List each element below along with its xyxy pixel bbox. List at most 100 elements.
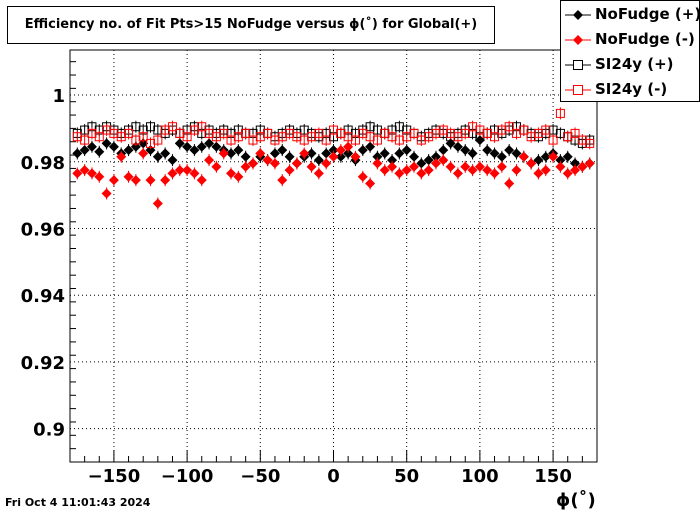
data-point — [204, 155, 215, 166]
data-point — [496, 151, 507, 162]
data-point — [182, 132, 192, 142]
data-point — [511, 165, 522, 176]
data-point — [562, 151, 573, 162]
plot-frame — [69, 49, 598, 463]
data-point — [175, 128, 185, 138]
data-point — [548, 151, 559, 162]
chart-title-box: Efficiency no. of Fit Pts>15 NoFudge ver… — [7, 6, 495, 44]
data-point — [336, 128, 346, 138]
data-point — [533, 155, 544, 166]
data-point — [482, 145, 493, 156]
data-point — [80, 135, 90, 145]
data-point — [562, 168, 573, 179]
data-point — [211, 132, 221, 142]
data-point — [262, 155, 273, 166]
data-point — [526, 132, 536, 142]
data-point — [533, 168, 544, 179]
legend-marker-filled-diamond-red — [565, 35, 591, 45]
data-point — [474, 161, 485, 172]
legend-label: SI24y (+) — [595, 55, 674, 73]
legend-item: NoFudge (+) — [561, 3, 700, 27]
data-point — [277, 132, 287, 142]
data-point — [189, 125, 199, 135]
x-tick-label: −50 — [240, 466, 280, 487]
data-point — [226, 148, 237, 159]
data-point — [306, 148, 317, 159]
data-point — [116, 151, 127, 162]
data-point — [240, 161, 251, 172]
data-point — [577, 135, 587, 145]
data-point — [335, 145, 346, 156]
data-point — [438, 155, 449, 166]
data-point — [196, 141, 207, 152]
data-point — [196, 175, 207, 186]
data-point — [79, 165, 90, 176]
data-point — [255, 132, 265, 142]
data-point — [394, 148, 405, 159]
data-point — [380, 128, 390, 138]
data-point — [482, 165, 493, 176]
data-point — [563, 132, 573, 142]
data-point — [80, 125, 90, 135]
y-tick-label: 0.9 — [33, 420, 65, 441]
data-point — [174, 165, 185, 176]
data-point — [72, 168, 83, 179]
data-point — [138, 132, 148, 142]
data-point — [174, 138, 185, 149]
data-point — [269, 158, 280, 169]
timestamp: Fri Oct 4 11:01:43 2024 — [5, 496, 151, 509]
data-point — [255, 148, 266, 159]
x-tick-label: −150 — [88, 466, 141, 487]
data-point — [387, 132, 397, 142]
data-point — [577, 161, 588, 172]
data-point — [145, 175, 156, 186]
data-point — [87, 128, 97, 138]
data-point — [416, 158, 427, 169]
data-point — [496, 161, 507, 172]
data-point — [438, 145, 449, 156]
x-tick-label: 50 — [394, 466, 419, 487]
data-point — [321, 148, 332, 159]
data-point — [365, 122, 375, 132]
data-point — [86, 168, 97, 179]
data-point — [146, 122, 156, 132]
data-point — [153, 135, 163, 145]
data-point — [123, 171, 134, 182]
data-point — [402, 132, 412, 142]
data-point — [138, 148, 149, 159]
data-point — [233, 171, 244, 182]
data-point — [430, 151, 441, 162]
data-point — [291, 158, 302, 169]
data-point — [299, 135, 309, 145]
data-point — [131, 135, 141, 145]
data-point — [504, 145, 515, 156]
data-point — [467, 165, 478, 176]
data-point — [241, 128, 251, 138]
data-point — [108, 175, 119, 186]
data-point — [482, 128, 492, 138]
x-tick-label: −100 — [161, 466, 214, 487]
data-point — [284, 151, 295, 162]
data-point — [372, 158, 383, 169]
data-point — [526, 158, 537, 169]
data-point — [102, 125, 112, 135]
data-point — [116, 132, 126, 142]
data-point — [357, 145, 368, 156]
data-point — [519, 125, 529, 135]
data-point — [182, 141, 193, 152]
data-point — [467, 148, 478, 159]
data-point — [350, 151, 361, 162]
data-point — [189, 145, 200, 156]
data-point — [379, 148, 390, 159]
data-point — [504, 122, 514, 132]
data-point — [570, 165, 581, 176]
data-point — [263, 128, 273, 138]
data-point — [211, 141, 222, 152]
data-point — [72, 132, 82, 142]
data-point — [292, 132, 302, 142]
data-point — [146, 138, 156, 148]
data-point — [555, 161, 566, 172]
data-point — [240, 151, 251, 162]
data-point — [233, 132, 243, 142]
